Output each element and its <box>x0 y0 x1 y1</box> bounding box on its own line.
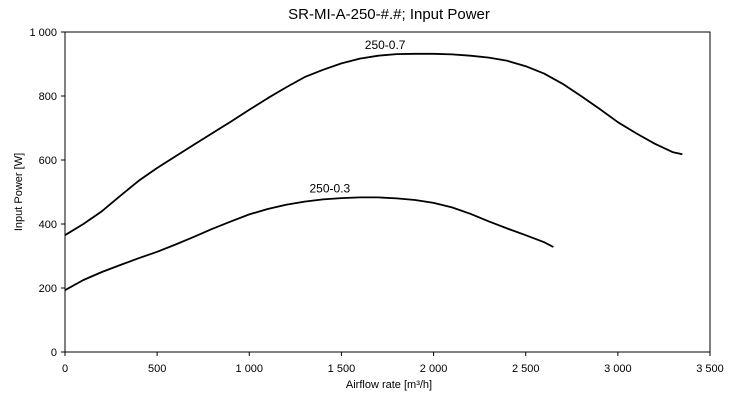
plot-frame <box>64 31 711 353</box>
plot-area: 0 500 1 000 1 500 2 000 2 500 3 000 3 500 0 200 40… <box>29 27 723 375</box>
y-tick-label: 0 <box>51 347 57 359</box>
x-tick-label: 3 000 <box>604 363 632 375</box>
x-tick-label: 3 500 <box>696 363 724 375</box>
x-axis-label: Airflow rate [m³/h] <box>346 379 432 391</box>
x-tick-label: 0 <box>62 363 68 375</box>
y-axis-label: Input Power [W] <box>13 153 25 231</box>
y-tick-label: 600 <box>39 155 57 167</box>
y-tick-label: 400 <box>39 219 57 231</box>
series-label: 250-0.3 <box>310 181 351 195</box>
y-tick-label: 1 000 <box>29 27 57 39</box>
x-tick-label: 2 000 <box>420 363 448 375</box>
y-tick-label: 200 <box>39 283 57 295</box>
series-line <box>64 196 554 291</box>
chart-title: SR-MI-A-250-#.#; Input Power <box>288 6 490 23</box>
y-tick-label: 800 <box>39 91 57 103</box>
series-line <box>64 52 683 236</box>
x-tick-label: 1 500 <box>328 363 356 375</box>
x-tick-label: 1 000 <box>236 363 264 375</box>
x-tick-label: 2 500 <box>512 363 540 375</box>
x-tick-label: 500 <box>148 363 166 375</box>
series-label: 250-0.7 <box>365 38 406 52</box>
